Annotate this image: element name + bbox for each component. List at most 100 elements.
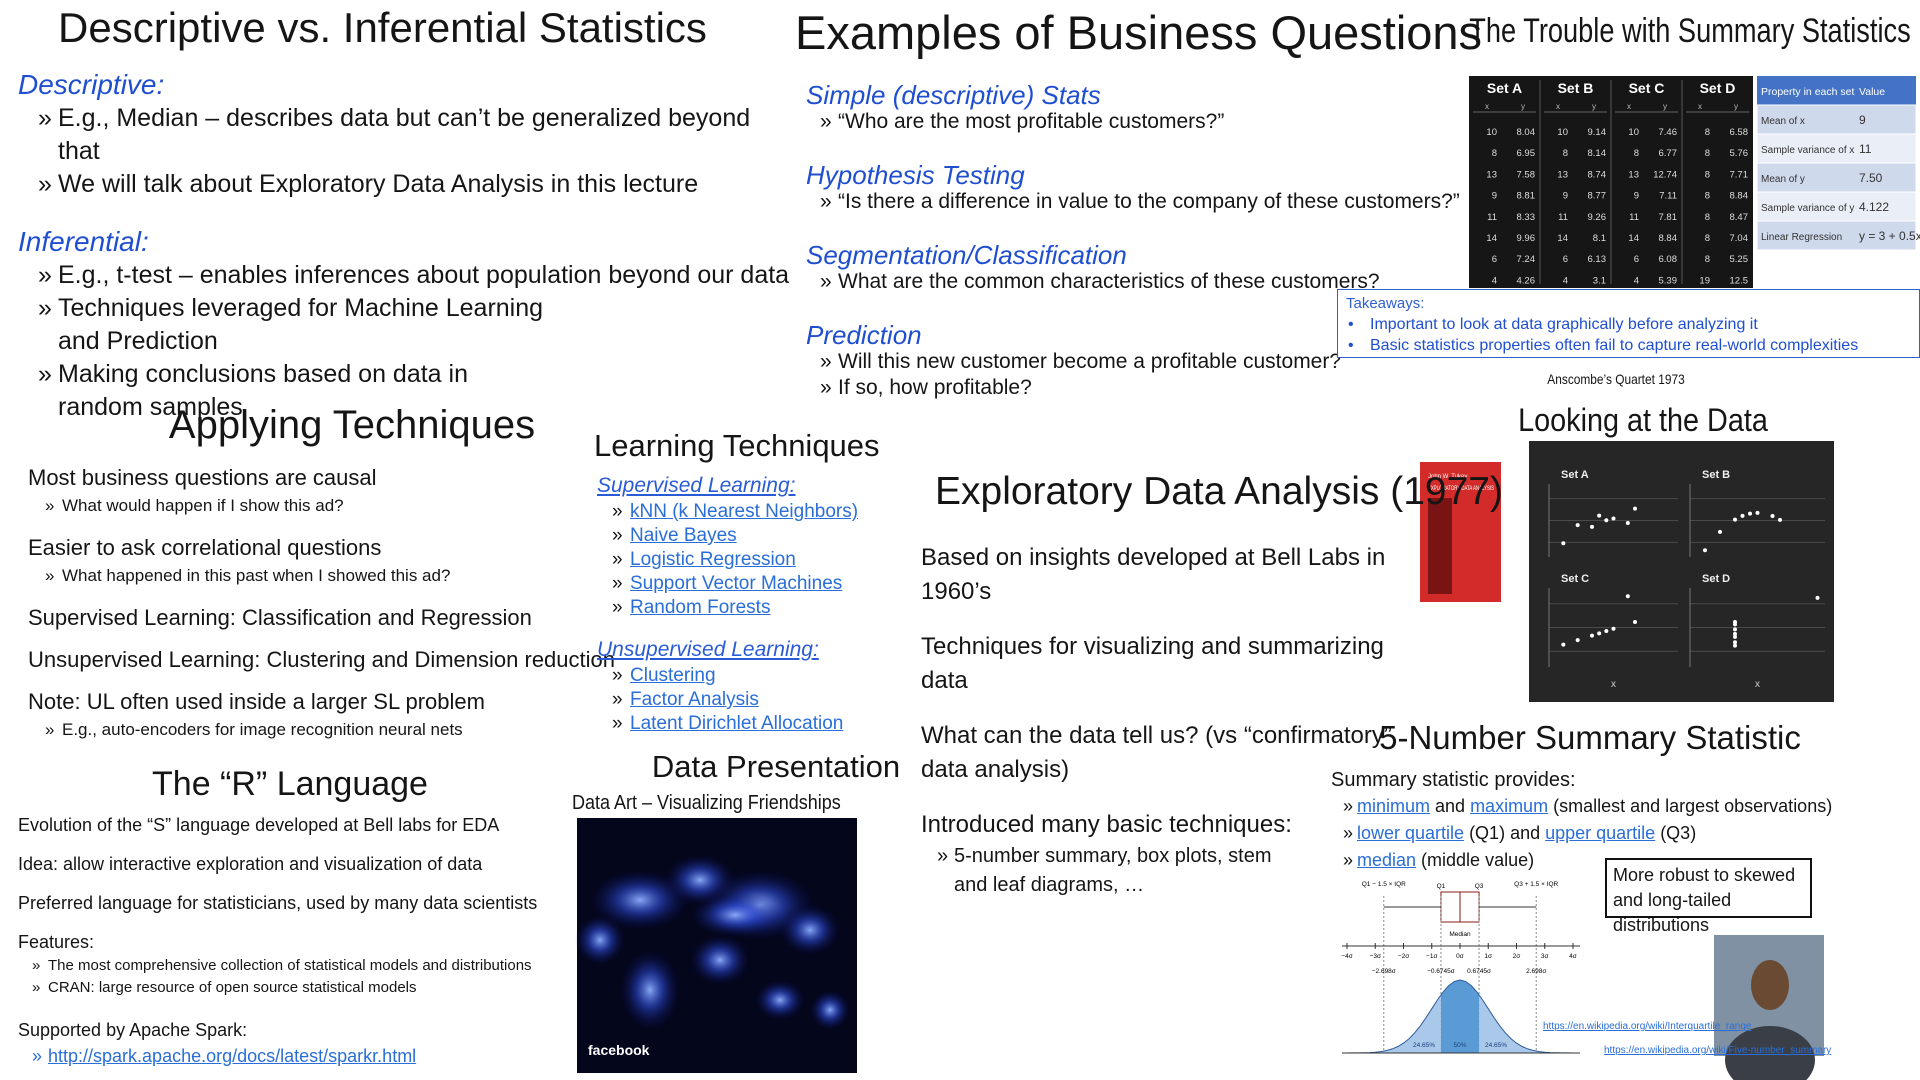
link-item[interactable]: Support Vector Machines	[612, 572, 920, 596]
table-cell: 11	[1859, 142, 1872, 156]
slide-body: Simple (descriptive) Stats“Who are the m…	[790, 81, 1480, 401]
data-point	[1604, 518, 1609, 523]
slide-body: Most business questions are causalWhat w…	[0, 464, 704, 744]
sigma-label: −3σ	[1370, 953, 1381, 960]
paragraph: Evolution of the “S” language developed …	[18, 815, 500, 835]
glow	[575, 915, 625, 965]
link-item[interactable]: Clustering	[612, 664, 920, 688]
table-cell: 8.81	[1517, 191, 1536, 202]
section-heading: Segmentation/Classification	[806, 240, 1127, 270]
link[interactable]: minimum	[1357, 796, 1431, 816]
table-cell: 13	[1486, 169, 1497, 180]
list-item: “Who are the most profitable customers?”	[820, 109, 1480, 135]
table-cell: 8	[1705, 233, 1710, 244]
caption: Anscombe’s Quartet 1973	[1547, 371, 1685, 387]
data-point	[1561, 541, 1566, 546]
paragraph: Techniques for visualizing and summarizi…	[921, 633, 1384, 694]
link-item[interactable]: Logistic Regression	[612, 548, 920, 572]
sigma-label: 3σ	[1541, 953, 1549, 960]
table-cell: 6	[1563, 254, 1568, 265]
paragraph: Features:	[18, 932, 95, 952]
paragraph: Based on insights developed at Bell Labs…	[921, 544, 1386, 605]
sigma-label: 0σ	[1456, 953, 1464, 960]
slide-body: Evolution of the “S” language developed …	[0, 812, 580, 1069]
table-cell: 8	[1705, 254, 1710, 265]
paragraph: Introduced many basic techniques:	[921, 811, 1292, 838]
list-item: What would happen if I show this ad?	[45, 492, 704, 520]
glow	[755, 980, 805, 1020]
link[interactable]: maximum	[1470, 796, 1549, 816]
web-link[interactable]: https://en.wikipedia.org/wiki/Five-numbe…	[1604, 1045, 1832, 1056]
table-header	[1757, 76, 1916, 105]
text-block: Supported by Apache Spark: http://spark.a…	[0, 1017, 580, 1069]
data-point	[1733, 643, 1737, 648]
section-heading: Unsupervised Learning:	[597, 638, 819, 661]
table-cell: 8.14	[1588, 148, 1607, 159]
table-cell: 9	[1492, 191, 1497, 202]
list-item: If so, how profitable?	[820, 375, 1480, 401]
median-label: Median	[1449, 931, 1471, 938]
text-block: Most business questions are causalWhat w…	[0, 464, 704, 520]
table-cell: 4.122	[1859, 200, 1889, 214]
glow	[690, 893, 780, 937]
data-point	[1733, 640, 1737, 645]
plot-panel	[1529, 441, 1834, 702]
section-heading: Supervised Learning:	[597, 474, 796, 497]
table-cell: 7.71	[1730, 169, 1749, 180]
bullet-list: What happened in this past when I showed…	[28, 562, 704, 590]
photo-head	[1751, 960, 1789, 1010]
table-cell: 10	[1486, 127, 1497, 138]
table-cell: 9.26	[1588, 212, 1607, 223]
list-item: “Is there a difference in value to the c…	[820, 189, 1480, 215]
link[interactable]: lower quartile	[1357, 823, 1465, 843]
slide: 5-Number Summary Statistic Summary statis…	[1320, 715, 1860, 874]
bound-label: −0.6745σ	[1427, 968, 1455, 975]
section-heading: Prediction	[806, 320, 922, 350]
link-item[interactable]: Latent Dirichlet Allocation	[612, 712, 920, 736]
table-cell: Mean of x	[1761, 116, 1805, 127]
link[interactable]: median	[1357, 850, 1417, 870]
link-item[interactable]: Naive Bayes	[612, 524, 920, 548]
slide-title: 5-Number Summary Statistic	[1379, 719, 1801, 756]
slide-title: Exploratory Data Analysis (1977)	[935, 470, 1503, 513]
data-point	[1561, 642, 1566, 647]
fence-label: Q1 − 1.5 × IQR	[1362, 881, 1406, 888]
text-block: Segmentation/ClassificationWhat are the …	[790, 241, 1480, 295]
data-point	[1597, 513, 1602, 518]
plot-label: Set A	[1561, 469, 1589, 481]
web-link[interactable]: https://en.wikipedia.org/wiki/Interquart…	[1543, 1021, 1752, 1032]
list-item: E.g., Median – describes data but can’t …	[38, 102, 790, 168]
data-point	[1590, 524, 1594, 529]
bullet-list: ClusteringFactor AnalysisLatent Dirichle…	[590, 664, 920, 736]
list-item: CRAN: large resource of open source stat…	[32, 977, 580, 999]
link-item[interactable]: http://spark.apache.org/docs/latest/spar…	[32, 1043, 580, 1069]
data-point	[1733, 517, 1737, 522]
table-cell: 8	[1705, 169, 1710, 180]
plot-label: Set D	[1702, 573, 1730, 585]
table-cell: 7.50	[1859, 171, 1883, 185]
photo-body	[1725, 1026, 1815, 1080]
table-cell: 6.58	[1730, 127, 1749, 138]
link-item[interactable]: Factor Analysis	[612, 688, 920, 712]
table-cell: 7.46	[1659, 127, 1678, 138]
data-point	[1733, 627, 1737, 632]
bullet-list: The most comprehensive collection of sta…	[18, 955, 580, 999]
bound-label: −2.698σ	[1372, 968, 1396, 975]
text-run: (Q1) and	[1464, 823, 1546, 843]
link-item[interactable]: kNN (k Nearest Neighbors)	[612, 500, 920, 524]
bound-label: 2.698σ	[1526, 968, 1546, 975]
list-item: Techniques leveraged for Machine Learnin…	[38, 292, 558, 358]
table-cell: 12.5	[1730, 275, 1749, 286]
link-item[interactable]: Random Forests	[612, 596, 920, 620]
link[interactable]: upper quartile	[1545, 823, 1656, 843]
boxplot-diagram: Q1 − 1.5 × IQR Q3 + 1.5 × IQR Q1 Q3 Median −4…	[1341, 881, 1580, 1054]
bullet-list: 5-number summary, box plots, stem and le…	[921, 842, 1425, 900]
slide-body: Based on insights developed at Bell Labs…	[905, 541, 1425, 900]
quartile-label: Q3	[1475, 883, 1484, 890]
slide: Descriptive vs. Inferential Statistics De…	[0, 2, 790, 424]
bullet-list: What would happen if I show this ad?	[28, 492, 704, 520]
bullet-list: E.g., Median – describes data but can’t …	[18, 102, 790, 201]
slide-title: Learning Techniques	[594, 428, 880, 463]
table-cell: 8	[1705, 212, 1710, 223]
paragraph: Summary statistic provides:	[1331, 769, 1576, 791]
